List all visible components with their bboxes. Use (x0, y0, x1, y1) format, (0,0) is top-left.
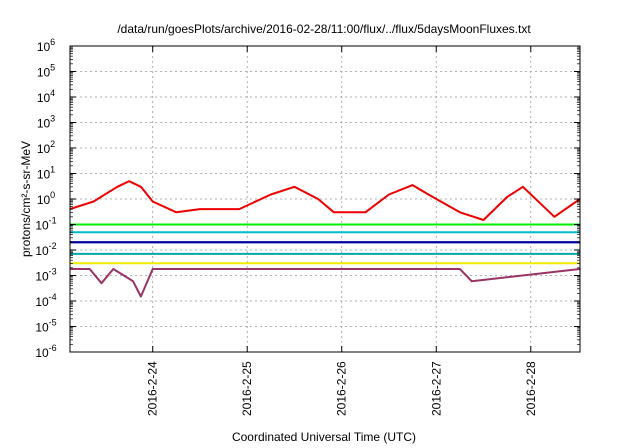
y-tick-label: 106 (37, 37, 55, 54)
y-tick-label: 103 (37, 114, 55, 131)
y-tick-label: 10-5 (35, 318, 56, 335)
grid (70, 46, 580, 352)
y-tick-label: 104 (37, 88, 55, 105)
x-tick-label: 2016-2-26 (335, 361, 349, 416)
y-tick-label: 10-1 (35, 216, 56, 233)
x-tick-label: 2016-2-24 (146, 361, 160, 416)
y-tick-label: 10-3 (35, 267, 56, 284)
y-tick-label: 105 (37, 63, 55, 80)
y-tick-label: 101 (37, 165, 55, 182)
series-layer (70, 180, 580, 298)
chart-title: /data/run/goesPlots/archive/2016-02-28/1… (117, 22, 531, 36)
x-tick-label: 2016-2-25 (240, 361, 254, 416)
y-tick-label: 10-6 (35, 343, 56, 360)
y-tick-label: 102 (37, 139, 55, 156)
x-axis-ticks: 2016-2-24 2016-2-25 2016-2-26 2016-2-27 2016… (146, 46, 538, 416)
y-axis-ticks: 10-6 10-5 10-4 10-3 10-2 10-1 100 101 102 103 104 1… (35, 37, 580, 360)
x-axis-title: Coordinated Universal Time (UTC) (232, 430, 416, 444)
y-tick-label: 10-4 (35, 292, 56, 309)
y-axis-title: protons/cm²-s-sr-MeV (19, 141, 33, 257)
x-tick-label: 2016-2-27 (429, 361, 443, 416)
series-line-8 (70, 268, 580, 298)
y-tick-label: 100 (37, 190, 55, 207)
y-tick-label: 10-2 (35, 241, 56, 258)
series-line-1 (70, 180, 580, 221)
x-tick-label: 2016-2-28 (524, 361, 538, 416)
